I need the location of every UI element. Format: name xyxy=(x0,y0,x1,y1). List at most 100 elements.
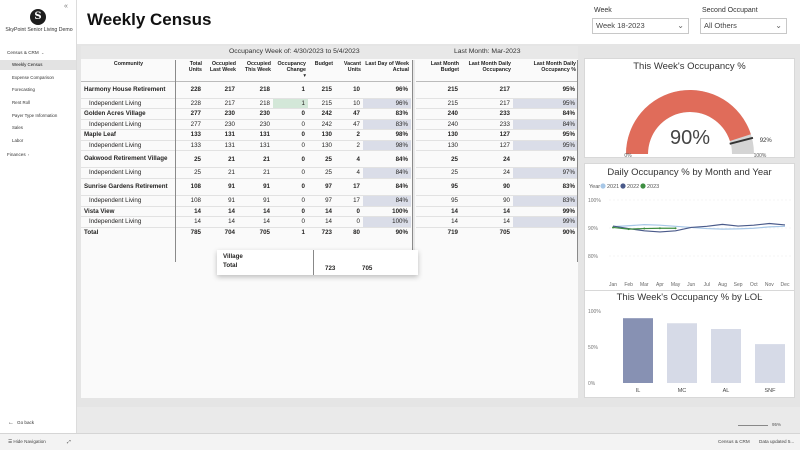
community-row[interactable]: Vista View 14 14 14 0 14 0 100% xyxy=(81,206,411,218)
cell-occ-last: 14 xyxy=(204,216,238,228)
total-row[interactable]: Total 785 704 705 1 723 80 90% xyxy=(81,226,411,238)
nav-item-rent-roll[interactable]: Rent Roll xyxy=(12,100,31,105)
bar-al[interactable] xyxy=(711,329,741,383)
level-of-living-row[interactable]: Independent Living 25 21 21 0 25 4 84% xyxy=(81,167,411,180)
visual-header-icons[interactable]: ▫ ▽ ⤢ ⋯ xyxy=(731,294,764,300)
nav-item-weekly-census[interactable]: Weekly Census xyxy=(0,60,76,70)
nav-section-label: Census & CRM xyxy=(7,50,39,55)
column-header-community[interactable]: Community xyxy=(81,60,176,82)
expand-icon: ⤢ xyxy=(67,439,71,444)
level-of-living-row[interactable]: Independent Living 228 217 218 1 215 10 96% xyxy=(81,98,411,110)
last-month-row[interactable]: 95 90 83% xyxy=(416,195,578,207)
nav-item-expense-comparison[interactable]: Expense Comparison xyxy=(12,75,54,80)
cell-lm-budget: 130 xyxy=(416,140,461,152)
page-title: Weekly Census xyxy=(87,10,212,29)
occupancy-by-lol-card[interactable]: This Week's Occupancy % by LOL ▫ ▽ ⤢ ⋯ 1… xyxy=(584,290,795,398)
cell-vacant: 2 xyxy=(335,140,363,152)
nav-section-finances[interactable]: Finances › xyxy=(7,152,29,157)
daily-occupancy-card[interactable]: Daily Occupancy % by Month and Year Year… xyxy=(584,163,795,313)
cell-lm-budget: 14 xyxy=(416,206,461,218)
last-month-row[interactable]: 240 233 84% xyxy=(416,108,578,120)
data-point[interactable] xyxy=(674,227,677,230)
cell-budget: 14 xyxy=(308,216,335,228)
nav-item-sales[interactable]: Sales xyxy=(12,125,23,130)
data-point[interactable] xyxy=(643,227,646,230)
last-month-row[interactable]: 215 217 95% xyxy=(416,81,578,99)
last-month-row[interactable]: 14 14 99% xyxy=(416,216,578,228)
column-header-last-month-daily-occupancy-pct[interactable]: Last Month Daily Occupancy % xyxy=(513,60,578,82)
cell-vacant: 80 xyxy=(335,226,363,238)
column-header-last-month-daily-occupancy[interactable]: Last Month Daily Occupancy xyxy=(461,60,513,82)
column-header-last-month-budget[interactable]: Last Month Budget xyxy=(416,60,461,82)
cell-lm-pct: 97% xyxy=(513,167,578,180)
x-tick-label: Jun xyxy=(687,282,695,288)
cell-actual: 96% xyxy=(363,81,411,99)
series-line-2021[interactable] xyxy=(612,224,786,230)
last-month-row[interactable]: 130 127 95% xyxy=(416,140,578,152)
cell-vacant: 47 xyxy=(335,108,363,120)
last-month-row[interactable]: 25 24 97% xyxy=(416,167,578,180)
data-point[interactable] xyxy=(612,226,614,229)
navigation-sidebar: « S SkyPoint Senior Living Demo Census &… xyxy=(0,0,77,433)
column-header-total-units[interactable]: Total Units xyxy=(176,60,204,82)
column-separator xyxy=(412,60,413,262)
cell-change: 0 xyxy=(273,119,308,131)
last-month-row[interactable]: 215 217 95% xyxy=(416,98,578,110)
last-month-row[interactable]: 240 233 84% xyxy=(416,119,578,131)
column-header-occupied-last-week[interactable]: Occupied Last Week xyxy=(204,60,238,82)
legend-label: 2021 xyxy=(607,184,619,190)
data-point[interactable] xyxy=(658,227,661,230)
collapse-nav-icon[interactable]: « xyxy=(64,3,68,10)
data-point[interactable] xyxy=(627,228,630,231)
nav-section-census-crm[interactable]: Census & CRM ⌄ xyxy=(7,50,44,55)
legend-marker[interactable] xyxy=(620,183,626,189)
column-header-budget[interactable]: Budget xyxy=(308,60,335,82)
nav-item-labor[interactable]: Labor xyxy=(12,138,24,143)
legend-marker[interactable] xyxy=(600,183,606,189)
nav-item-payer-type-information[interactable]: Payer Type Information xyxy=(12,113,58,118)
org-name: SkyPoint Senior Living Demo xyxy=(5,27,73,33)
legend-marker[interactable] xyxy=(640,183,646,189)
cell-change: 1 xyxy=(273,81,308,99)
zoom-slider[interactable] xyxy=(738,425,768,426)
week-filter-dropdown[interactable]: Week 18-2023 ⌄ xyxy=(592,18,689,34)
level-of-living-row[interactable]: Independent Living 108 91 91 0 97 17 84% xyxy=(81,195,411,207)
second-occupant-dropdown[interactable]: All Others ⌄ xyxy=(700,18,787,34)
last-month-row[interactable]: 95 90 83% xyxy=(416,178,578,197)
cell-occ-this: 21 xyxy=(238,167,273,180)
community-row[interactable]: Sunrise Gardens Retirement 108 91 91 0 97 17 84… xyxy=(81,178,411,197)
last-month-row[interactable]: 25 24 97% xyxy=(416,150,578,169)
level-of-living-row[interactable]: Independent Living 277 230 230 0 242 47 83% xyxy=(81,119,411,131)
bar-il[interactable] xyxy=(623,318,653,383)
nav-item-forecasting[interactable]: Forecasting xyxy=(12,87,35,92)
bar-snf[interactable] xyxy=(755,344,785,383)
nav-section-label: Finances xyxy=(7,152,26,157)
community-row[interactable]: Maple Leaf 133 131 131 0 130 2 98% xyxy=(81,129,411,141)
column-header-occupied-this-week[interactable]: Occupied This Week xyxy=(238,60,273,82)
last-month-row[interactable]: 130 127 95% xyxy=(416,129,578,141)
cell-community: Harmony House Retirement xyxy=(81,81,176,99)
gauge-min-label: 0% xyxy=(624,153,632,159)
gauge-title: This Week's Occupancy % xyxy=(633,61,746,72)
community-row[interactable]: Golden Acres Village 277 230 230 0 242 47 83% xyxy=(81,108,411,120)
y-tick-label: 100% xyxy=(588,198,601,204)
hide-navigation-button[interactable]: ☰ Hide Navigation ⤢ xyxy=(8,439,71,445)
community-row[interactable]: Oakwood Retirement Village 25 21 21 0 25 4 84% xyxy=(81,150,411,169)
cell-vacant: 0 xyxy=(335,206,363,218)
go-back-button[interactable]: ← Go back xyxy=(8,420,34,426)
occupancy-gauge-card[interactable]: This Week's Occupancy % 90% 0% 100% 92% xyxy=(584,58,795,159)
bar-mc[interactable] xyxy=(667,323,697,383)
community-row[interactable]: Harmony House Retirement 228 217 218 1 215 10 9… xyxy=(81,81,411,99)
column-header-vacant-units[interactable]: Vacant Units xyxy=(335,60,363,82)
data-updated-label: Data updated 5... xyxy=(759,439,795,444)
level-of-living-row[interactable]: Independent Living 14 14 14 0 14 0 100% xyxy=(81,216,411,228)
level-of-living-row[interactable]: Independent Living 133 131 131 0 130 2 98% xyxy=(81,140,411,152)
series-line-2022[interactable] xyxy=(612,222,786,233)
last-month-row[interactable]: 14 14 99% xyxy=(416,206,578,218)
cell-community: Vista View xyxy=(81,206,176,218)
last-month-row[interactable]: 719 705 90% xyxy=(416,226,578,238)
status-page-tab[interactable]: Census & CRM xyxy=(718,439,750,444)
cell-occ-this: 14 xyxy=(238,206,273,218)
column-header-occupancy-change[interactable]: Occupancy Change ▾ xyxy=(273,60,308,82)
column-header-last-day-actual[interactable]: Last Day of Week Actual xyxy=(363,60,411,82)
